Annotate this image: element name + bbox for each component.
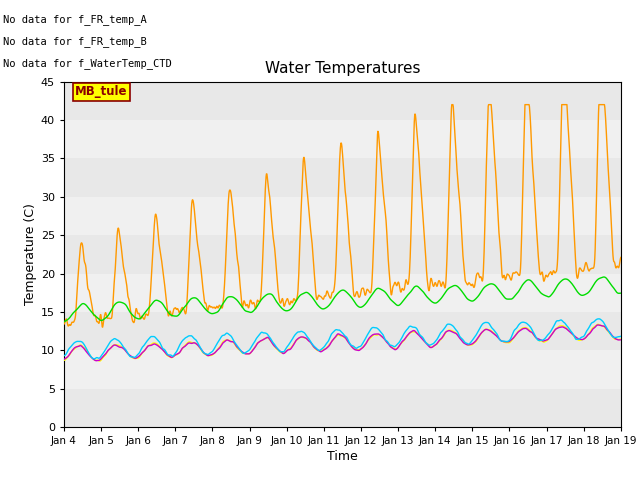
Bar [64, 82, 621, 120]
Title: Water Temperatures: Water Temperatures [265, 61, 420, 76]
X-axis label: Time: Time [327, 450, 358, 463]
Bar [64, 235, 621, 274]
Bar [64, 120, 621, 158]
Text: MB_tule: MB_tule [75, 85, 127, 98]
Bar [64, 389, 621, 427]
Text: No data for f_FR_temp_B: No data for f_FR_temp_B [3, 36, 147, 47]
Bar [64, 158, 621, 197]
Bar [64, 197, 621, 235]
Bar [64, 350, 621, 389]
Y-axis label: Temperature (C): Temperature (C) [24, 204, 36, 305]
Text: No data for f_WaterTemp_CTD: No data for f_WaterTemp_CTD [3, 58, 172, 69]
Bar [64, 312, 621, 350]
Bar [64, 274, 621, 312]
Text: No data for f_FR_temp_A: No data for f_FR_temp_A [3, 14, 147, 25]
